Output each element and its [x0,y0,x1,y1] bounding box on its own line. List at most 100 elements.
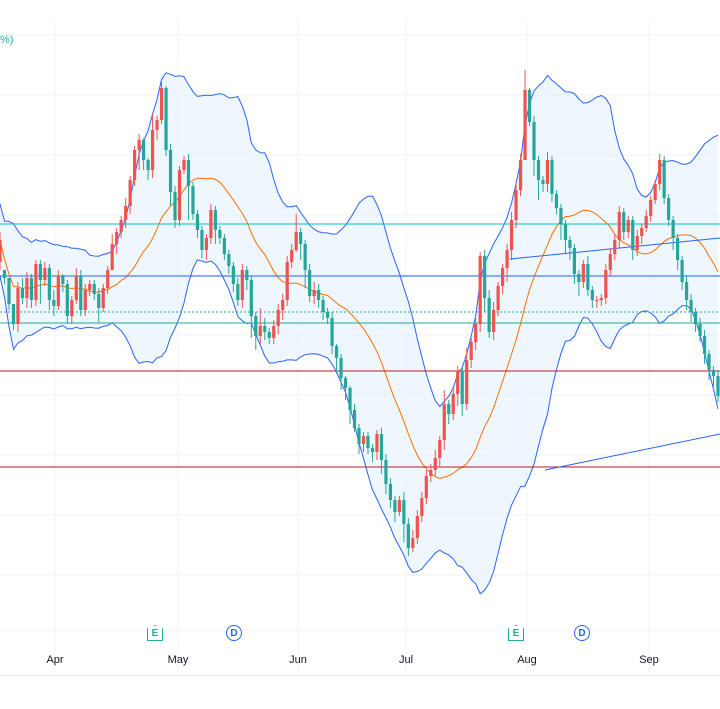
candle [177,166,182,226]
candle [581,260,585,288]
candle [236,278,240,306]
candle-body [263,326,267,332]
candle-body [209,210,213,238]
candle [29,274,34,308]
candle [447,400,451,424]
candle [631,216,635,260]
candle [684,276,689,310]
candle [150,114,155,178]
candle [527,88,532,126]
candle-body [168,150,173,192]
candle-body [334,346,339,358]
candle [0,232,2,270]
earnings-event-icon[interactable]: E [147,625,163,641]
candle-body [65,284,69,316]
candle-body [321,300,325,312]
candle-body [402,500,406,524]
candle-body [474,324,478,342]
candle [501,264,505,294]
candle-body [635,236,639,250]
candle [119,216,123,238]
candle-body [343,378,348,388]
candle-body [393,500,397,512]
candle-body [61,276,65,284]
candle [285,256,289,306]
candle [115,228,119,254]
candle-body [267,332,271,338]
candle [406,518,410,556]
candle [568,236,572,260]
candle [245,266,249,290]
candle-body [460,372,464,404]
candle [294,214,298,252]
candle [474,318,478,350]
candle-body [518,160,523,190]
candle [617,206,621,248]
candle-body [0,240,2,262]
candle-body [200,230,204,250]
candle-body [626,220,630,232]
candle [532,116,536,176]
candle-body [74,276,78,300]
candle [438,436,442,466]
candle [47,264,51,310]
candle-body [554,194,559,208]
candle-body [240,270,244,300]
earnings-event-icon[interactable]: E [508,625,524,641]
dividend-event-icon[interactable]: D [574,625,590,641]
candle [415,510,419,544]
candle-body [222,238,226,254]
candle-body [653,184,657,200]
candle-body [52,300,56,306]
candle [92,280,96,300]
candle [492,302,496,340]
candle [357,424,361,454]
candle-body [7,278,11,304]
candle-body [348,388,352,410]
candle-body [186,160,191,186]
candle-body [411,538,415,548]
candle-body [92,284,96,294]
candle-body [357,428,361,444]
candle-body [366,436,370,448]
candle [604,264,608,304]
x-tick-label: Sep [639,654,659,666]
dividend-event-icon[interactable]: D [226,625,242,641]
candle [402,492,406,542]
candle-body [604,270,608,298]
candle-body [254,316,258,336]
candle-body [496,286,500,310]
candle [698,318,702,342]
candle [352,404,357,432]
candle [433,450,437,476]
candle-body [550,160,554,194]
candle [658,154,662,190]
candle-body [465,360,469,404]
candle-body [106,270,110,288]
candle-body [352,410,357,428]
candle-body [442,404,446,440]
candle-body [406,524,410,548]
candle-body [191,186,195,214]
candle [680,256,684,290]
candle-body [272,326,276,338]
candle-body [689,300,693,312]
candle-body [532,122,536,160]
candle [16,282,20,332]
candle [505,244,509,282]
candle [325,308,330,324]
candle [263,318,267,340]
candle [375,430,379,460]
candle [640,224,644,244]
candle-body [487,298,491,332]
candle [577,270,581,296]
candle-body [658,160,662,184]
x-tick-label: May [167,654,189,666]
candle-body [213,210,217,230]
candle-body [330,318,334,346]
candle-body [146,160,150,170]
candle [334,344,339,374]
candle-body [133,150,137,180]
candle-body [16,288,20,324]
